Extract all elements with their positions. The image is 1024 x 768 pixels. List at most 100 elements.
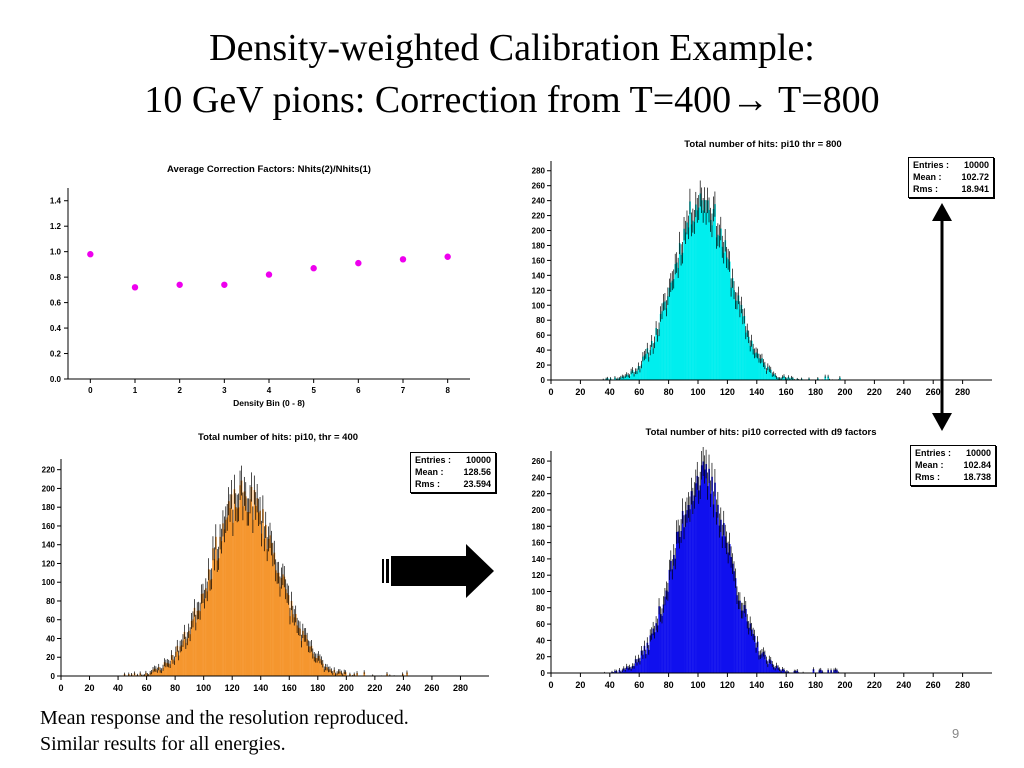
histogram-bar <box>223 529 226 676</box>
histogram-bar <box>159 670 162 676</box>
y-tick-label: 80 <box>46 597 55 606</box>
histogram-bar <box>746 621 749 673</box>
histogram-bar <box>166 662 169 676</box>
histogram-bar <box>671 569 674 673</box>
y-tick-label: 100 <box>42 578 56 587</box>
x-tick-label: 0 <box>548 680 553 690</box>
data-point <box>355 259 362 267</box>
histogram-bar <box>677 531 680 673</box>
histogram-bar <box>747 336 750 380</box>
histogram-bar <box>717 234 719 380</box>
histogram-bar <box>270 543 273 676</box>
x-tick-label: 4 <box>267 386 272 395</box>
y-tick-label: 60 <box>536 331 545 340</box>
histogram-bar <box>653 342 656 380</box>
histogram-bar <box>256 498 259 676</box>
histogram-bar <box>636 662 638 673</box>
x-tick-label: 60 <box>634 387 644 397</box>
histogram-bar <box>170 654 173 676</box>
histogram-bar <box>633 374 635 380</box>
y-tick-label: 0.8 <box>50 273 62 282</box>
x-tick-label: 180 <box>310 683 325 693</box>
histogram-bar <box>765 371 768 380</box>
histogram-bar <box>232 522 234 676</box>
histogram-bar <box>196 610 199 676</box>
histogram-bar <box>237 507 240 676</box>
y-tick-label: 120 <box>42 559 56 568</box>
histogram-bar <box>681 252 684 380</box>
chart-title: Total number of hits: pi10 thr = 800 <box>684 139 841 150</box>
histogram-bar <box>649 350 652 380</box>
histogram-bar <box>236 508 239 676</box>
histogram-bar <box>768 659 771 673</box>
histogram-bar <box>709 493 712 673</box>
histogram-bar <box>706 200 709 380</box>
histogram-bar <box>696 475 699 673</box>
histogram-bar <box>745 332 747 380</box>
histogram-bar <box>699 193 702 380</box>
histogram-bar <box>275 570 277 676</box>
histogram-bar <box>265 524 267 676</box>
y-tick-label: 20 <box>46 653 55 662</box>
histogram-bar <box>674 264 677 380</box>
histogram-bar <box>764 365 766 380</box>
histogram-bar <box>686 222 688 380</box>
slide-title-line2: 10 GeV pions: Correction from T=400→ T=8… <box>144 79 880 121</box>
y-tick-label: 0 <box>541 669 546 678</box>
histogram-bar <box>173 660 176 676</box>
histogram-bar <box>640 650 643 673</box>
y-tick-label: 120 <box>532 286 546 295</box>
histogram-bar <box>185 642 187 676</box>
histogram-bar <box>206 591 209 676</box>
histogram-bar <box>284 589 287 676</box>
histogram-bar <box>257 512 260 676</box>
histogram-bar <box>634 659 637 673</box>
y-tick-label: 0.2 <box>50 350 62 359</box>
y-tick-label: 240 <box>532 473 546 482</box>
histogram-bar <box>727 259 730 380</box>
chart-title: Total number of hits: pi10, thr = 400 <box>198 432 358 443</box>
histogram-bar <box>299 628 301 676</box>
histogram-bar <box>628 376 631 380</box>
histogram-bar <box>633 666 635 673</box>
slide-title-line1: Density-weighted Calibration Example: <box>209 27 815 69</box>
histogram-bar <box>774 668 777 673</box>
histogram-bar <box>783 376 785 380</box>
histogram-bar <box>220 541 223 676</box>
histogram-bar <box>687 504 690 673</box>
y-tick-label: 120 <box>532 571 546 580</box>
histogram-bar <box>260 533 263 676</box>
histogram-bar <box>637 658 640 673</box>
histogram-bar <box>286 593 289 676</box>
x-tick-label: 60 <box>634 680 644 690</box>
x-tick-label: 0 <box>58 683 63 693</box>
data-point <box>131 284 139 291</box>
histogram-bar <box>182 640 184 676</box>
correction-factors-plot: Average Correction Factors: Nhits(2)/Nhi… <box>28 158 478 413</box>
histogram-bar <box>715 237 718 380</box>
x-tick-label: 140 <box>253 683 268 693</box>
histogram-bar <box>662 604 665 673</box>
histogram-bar <box>646 642 649 673</box>
y-tick-label: 0 <box>51 672 56 681</box>
x-tick-label: 120 <box>225 683 240 693</box>
histogram-bar <box>630 668 633 673</box>
histogram-bar <box>645 654 647 673</box>
histogram-bar <box>656 335 659 380</box>
histogram-bar <box>717 504 719 673</box>
histogram-bar <box>209 580 211 676</box>
x-tick-label: 260 <box>926 680 941 690</box>
hits-thr800-chart: Total number of hits: pi10 thr = 800 0 20 4… <box>532 139 992 397</box>
histogram-bar <box>673 554 675 673</box>
histogram-bar <box>700 200 703 380</box>
x-tick-label: 240 <box>896 680 911 690</box>
histogram-bar <box>193 607 196 676</box>
x-tick-label: 80 <box>664 387 674 397</box>
x-tick-label: 140 <box>749 680 764 690</box>
stat-label: Mean : <box>415 467 444 477</box>
histogram-bar <box>289 616 291 676</box>
histogram-bar <box>339 671 341 676</box>
histogram-bar <box>692 500 694 673</box>
histogram-bar <box>627 375 630 380</box>
histogram-bar <box>279 586 281 676</box>
